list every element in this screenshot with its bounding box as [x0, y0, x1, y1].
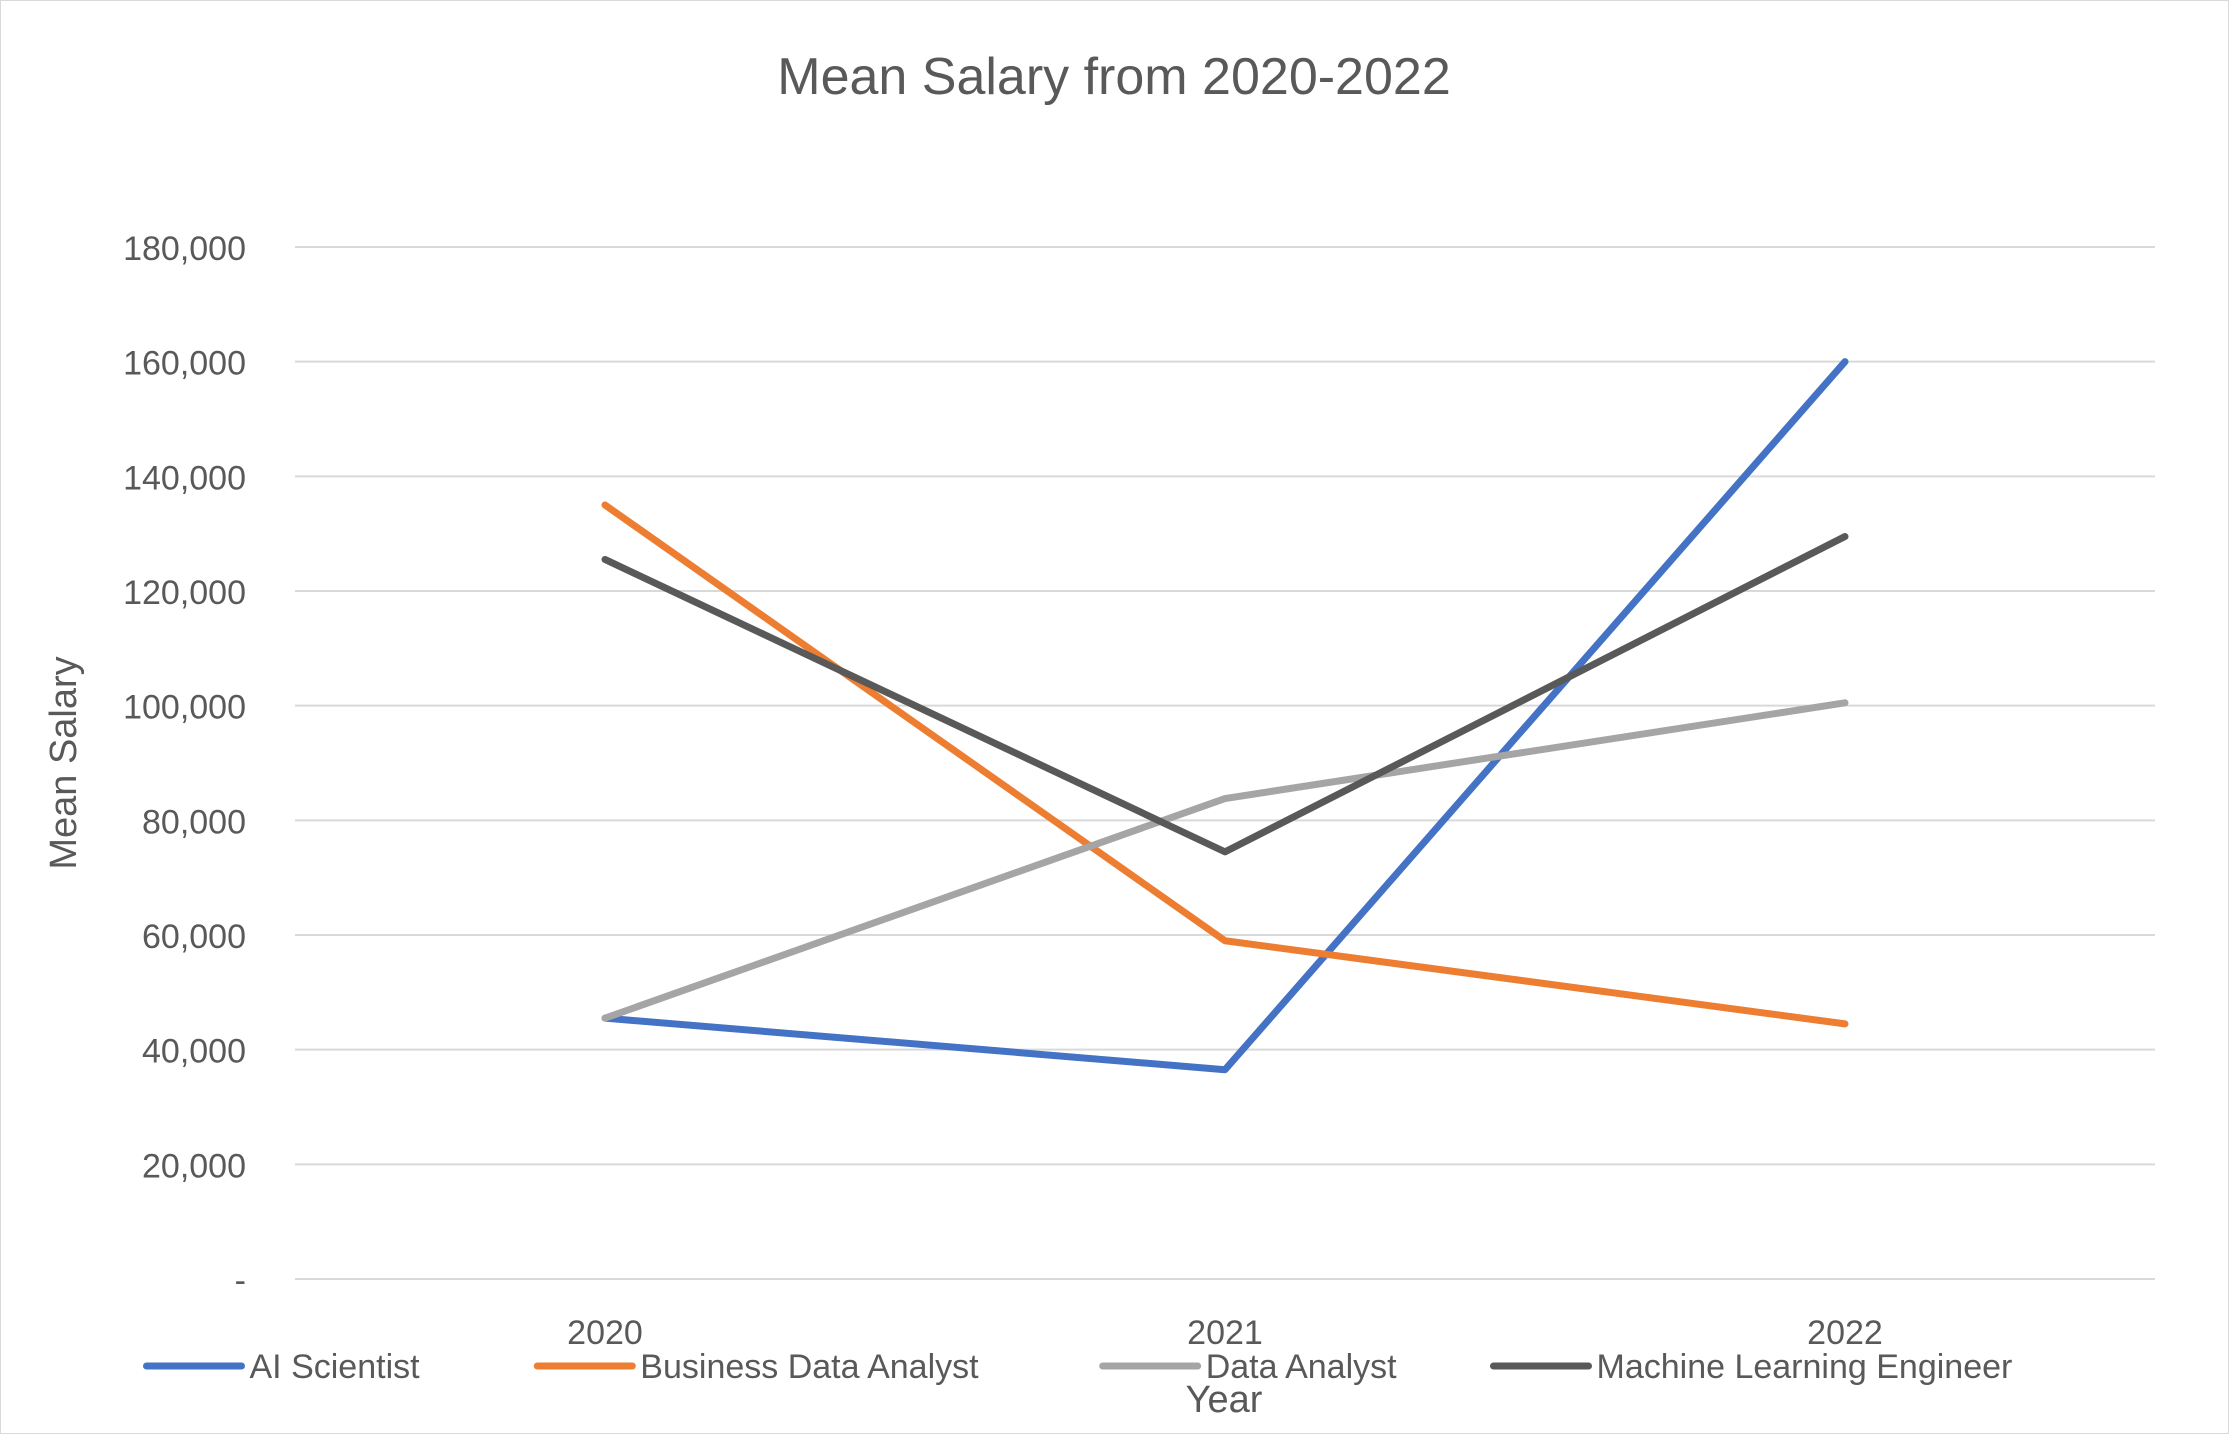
series-line-4 [601, 533, 1849, 856]
legend-label: Business Data Analyst [640, 1348, 979, 1386]
x-tick-label: 2020 [567, 1314, 643, 1352]
y-tick-label: - [235, 1262, 246, 1300]
x-tick-label: 2022 [1807, 1314, 1883, 1352]
legend-item: Machine Learning Engineer [1490, 1348, 2013, 1386]
legend-label: AI Scientist [250, 1348, 421, 1386]
series-line-1 [601, 358, 1849, 1074]
x-axis-tick-labels: 2020 2021 2022 [567, 1314, 1883, 1352]
x-axis-title: Year [1186, 1379, 1263, 1421]
y-tick-label: 160,000 [123, 345, 246, 383]
y-tick-label: 180,000 [123, 230, 246, 268]
series-line-3 [601, 699, 1849, 1022]
gridlines [295, 246, 2155, 1280]
y-tick-label: 100,000 [123, 689, 246, 727]
y-axis-tick-labels: - 20,000 40,000 60,000 80,000 100,000 120,000 1… [123, 230, 246, 1300]
legend-item: AI Scientist [143, 1348, 421, 1386]
y-tick-label: 140,000 [123, 459, 246, 497]
y-axis-title: Mean Salary [43, 656, 85, 869]
y-tick-label: 40,000 [142, 1033, 246, 1071]
y-tick-label: 120,000 [123, 574, 246, 612]
legend: AI Scientist Business Data Analyst Data An… [143, 1348, 2013, 1386]
legend-label: Data Analyst [1206, 1348, 1397, 1386]
series-lines [601, 358, 1849, 1074]
legend-item: Business Data Analyst [533, 1348, 979, 1386]
legend-item: Data Analyst [1099, 1348, 1397, 1386]
legend-label: Machine Learning Engineer [1597, 1348, 2013, 1386]
y-tick-label: 60,000 [142, 918, 246, 956]
y-tick-label: 20,000 [142, 1147, 246, 1185]
series-line-2 [601, 501, 1849, 1028]
x-tick-label: 2021 [1187, 1314, 1263, 1352]
chart-title: Mean Salary from 2020-2022 [777, 48, 1451, 106]
y-tick-label: 80,000 [142, 803, 246, 841]
